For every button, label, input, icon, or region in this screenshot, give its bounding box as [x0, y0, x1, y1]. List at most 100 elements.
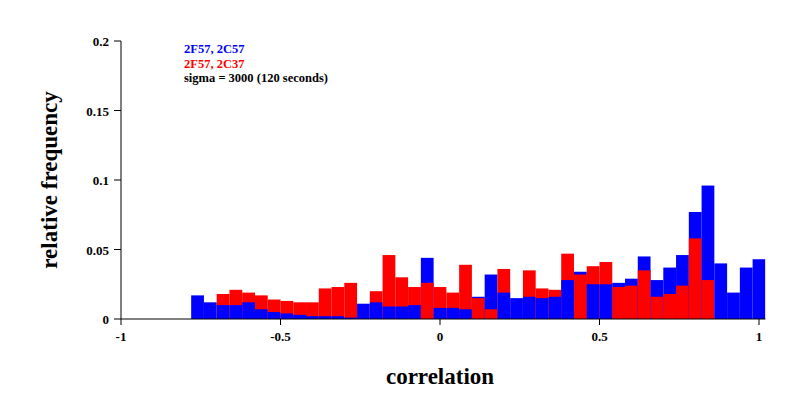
bar [587, 284, 600, 319]
bar [332, 287, 345, 319]
bar [600, 262, 613, 319]
bar [242, 293, 255, 319]
bar [459, 265, 472, 319]
bar [561, 280, 574, 319]
bar [651, 297, 664, 319]
bar [676, 255, 689, 319]
bar [625, 286, 638, 319]
y-tick [114, 180, 121, 181]
bar [408, 305, 421, 319]
bar [319, 288, 332, 319]
bar [446, 308, 459, 319]
y-tick [114, 319, 121, 320]
x-tick [440, 319, 441, 325]
x-tick-label: 0.5 [591, 329, 608, 344]
legend-entry: 2F57, 2C57 [184, 42, 244, 56]
bar [293, 302, 306, 319]
bar [217, 305, 230, 319]
bar [536, 298, 549, 319]
bar [523, 297, 536, 319]
y-tick-label: 0.1 [93, 173, 109, 188]
y-axis-label: relative frequency [37, 91, 62, 269]
bar [229, 290, 242, 319]
bar [344, 283, 357, 319]
bar [651, 280, 664, 319]
bar [689, 212, 702, 319]
bar [497, 293, 510, 319]
bar [446, 293, 459, 319]
bar [740, 268, 753, 319]
bar [242, 302, 255, 319]
bar [191, 295, 204, 319]
bar [434, 308, 447, 319]
bar [370, 291, 383, 319]
y-tick-label: 0.05 [86, 243, 109, 258]
chart: -1 -0.5 0 0.5 1 0 0.05 0.1 0.15 0.2 correlation rel… [0, 0, 800, 400]
x-tick-label: -0.5 [270, 329, 291, 344]
bar [204, 302, 217, 319]
bar [574, 275, 587, 319]
bar [612, 283, 625, 319]
annotation: sigma = 3000 (120 seconds) [184, 71, 328, 85]
bar [421, 258, 434, 319]
x-tick-label: 0 [437, 329, 444, 344]
bars [191, 186, 765, 319]
bar [548, 297, 561, 319]
bar [229, 305, 242, 319]
bar [663, 268, 676, 319]
bar [587, 266, 600, 319]
bar [574, 272, 587, 319]
bar [472, 297, 485, 319]
x-tick-label: -1 [116, 329, 127, 344]
bar [676, 286, 689, 319]
bar [561, 254, 574, 319]
bar [421, 283, 434, 319]
bar [510, 298, 523, 319]
bar [281, 313, 294, 319]
bar [306, 302, 319, 319]
bar [255, 309, 268, 319]
bar [395, 306, 408, 319]
bar [638, 270, 651, 319]
bar [638, 256, 651, 319]
bar [472, 298, 485, 319]
x-tick [599, 319, 600, 325]
bar [459, 309, 472, 319]
bar [727, 293, 740, 319]
y-tick-label: 0.2 [93, 34, 109, 49]
x-tick [280, 319, 281, 325]
bar [536, 288, 549, 319]
bar [523, 270, 536, 319]
bar [434, 287, 447, 319]
bar [370, 302, 383, 319]
y-tick-label: 0.15 [86, 104, 109, 119]
y-tick [114, 249, 121, 250]
x-tick-label: 1 [756, 329, 763, 344]
bar [217, 294, 230, 319]
legend-entry: 2F57, 2C37 [184, 57, 244, 71]
x-tick [759, 319, 760, 325]
bar [383, 306, 396, 319]
bar [268, 300, 281, 319]
x-tick [121, 319, 122, 325]
bar [497, 269, 510, 319]
y-tick [114, 41, 121, 42]
bar [663, 294, 676, 319]
bar [612, 287, 625, 319]
bar [625, 279, 638, 319]
y-tick-label: 0 [103, 312, 110, 327]
bar [357, 304, 370, 319]
bar [485, 309, 498, 319]
bar [714, 263, 727, 319]
bar [281, 301, 294, 319]
bar [395, 277, 408, 319]
x-axis-label: correlation [386, 364, 494, 389]
bar [753, 259, 766, 319]
x-axis [121, 319, 765, 320]
bar [485, 275, 498, 319]
bar [702, 280, 715, 319]
bar [548, 290, 561, 319]
bar [408, 287, 421, 319]
bar [383, 255, 396, 319]
bar [689, 238, 702, 319]
